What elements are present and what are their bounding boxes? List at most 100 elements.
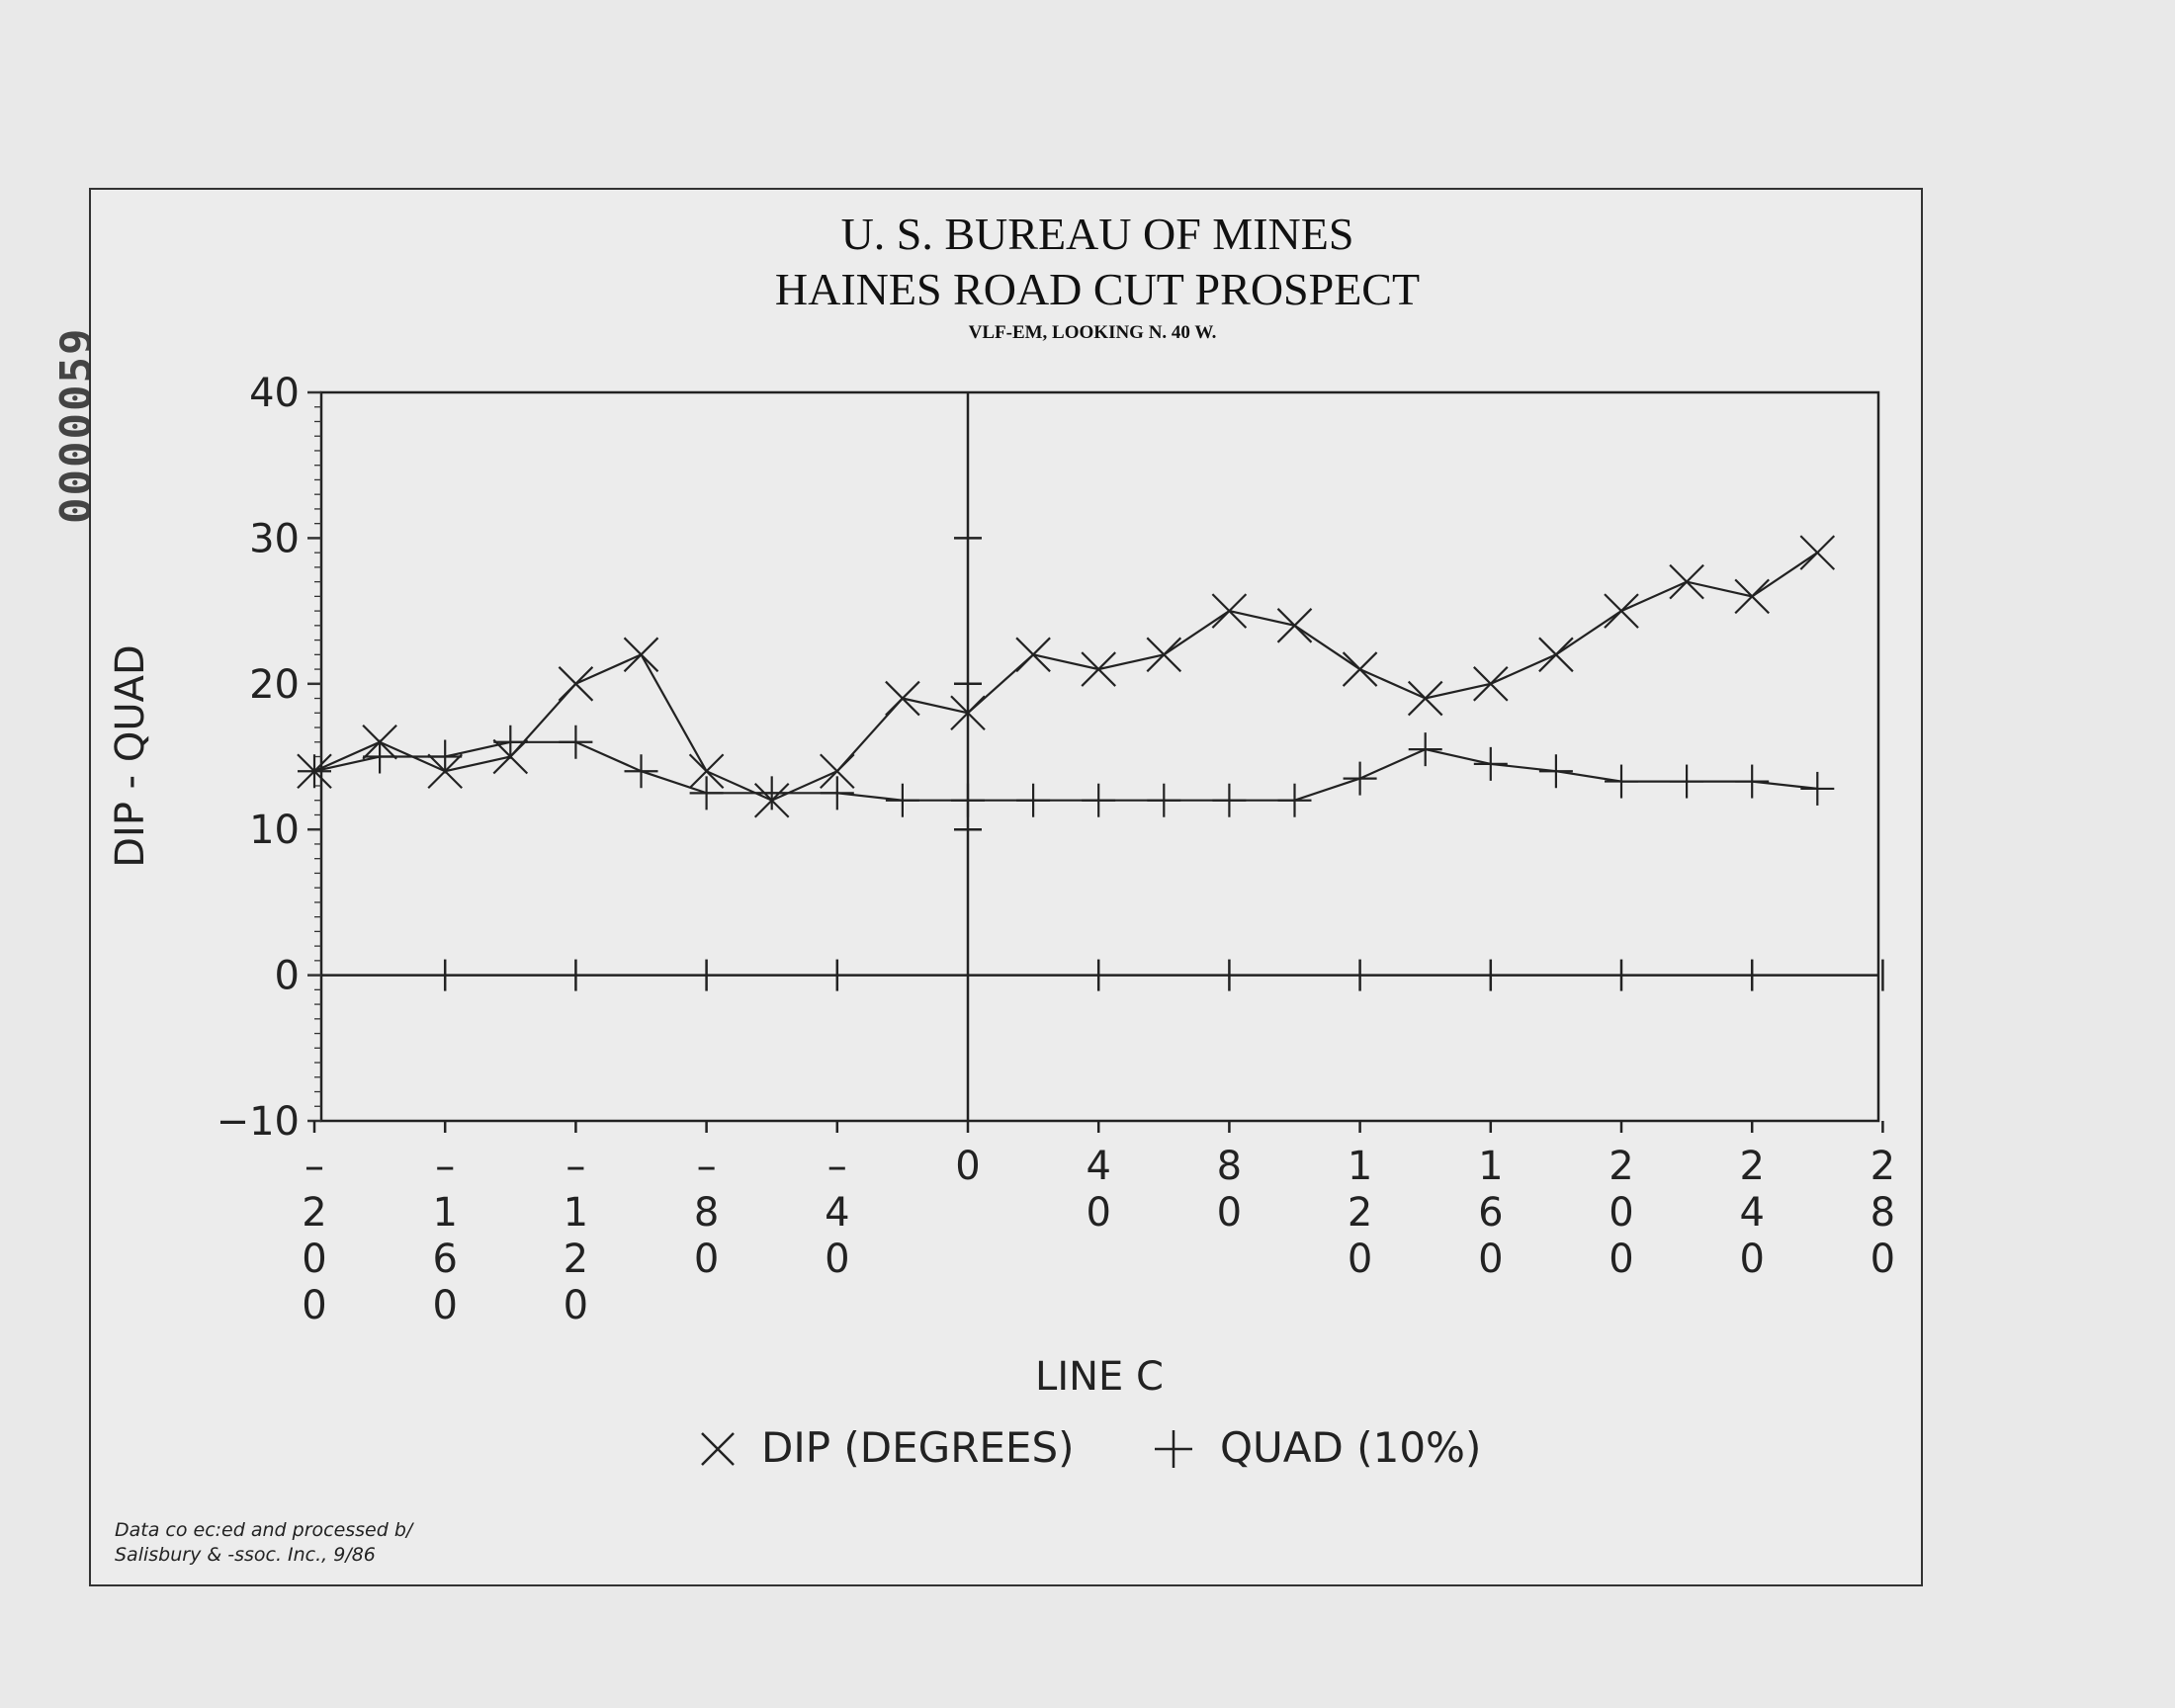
x-tick-label: 1: [1348, 1144, 1372, 1189]
x-tick-label: 0: [1086, 1190, 1110, 1236]
quad-point: [1408, 732, 1442, 767]
y-tick-label: 20: [249, 662, 300, 708]
x-tick-label: 0: [1217, 1190, 1242, 1236]
dip-point: [950, 695, 986, 731]
x-tick-label: 0: [302, 1283, 326, 1328]
chart-subtitle: HAINES ROAD CUT PROSPECT: [775, 264, 1420, 314]
dip-point: [558, 666, 594, 702]
x-tick-label: –: [304, 1144, 324, 1189]
legend-quad-label: QUAD (10%): [1220, 1423, 1481, 1472]
quad-point: [493, 725, 528, 759]
quad-point: [689, 776, 724, 811]
x-tick-label: 1: [564, 1190, 588, 1236]
quad-point: [1800, 771, 1835, 806]
x-tick-label: 0: [694, 1237, 719, 1282]
dip-series-line: [313, 552, 1818, 802]
y-tick-label: 30: [249, 516, 300, 561]
quad-point: [1212, 783, 1247, 817]
quad-point: [1538, 754, 1573, 789]
quad-point: [1670, 764, 1704, 799]
quad-point: [1082, 783, 1116, 817]
x-tick-label: 6: [432, 1237, 457, 1282]
quad-point: [1147, 783, 1181, 817]
legend-dip-marker: [701, 1432, 735, 1466]
quad-point: [885, 783, 919, 817]
x-tick-label: –: [566, 1144, 585, 1189]
x-tick-label: 6: [1478, 1190, 1503, 1236]
quad-point: [1343, 761, 1377, 796]
quad-point: [624, 754, 658, 789]
y-axis-label: DIP - QUAD: [108, 644, 153, 868]
quad-point: [363, 739, 397, 774]
y-tick-label: −10: [217, 1099, 300, 1145]
dip-point: [1015, 637, 1051, 673]
x-tick-label: 0: [302, 1237, 326, 1282]
dip-point: [1669, 563, 1704, 600]
quad-point: [428, 739, 463, 774]
credit-note: Data co ec:ed and processed b/ Salisbury…: [115, 1518, 412, 1568]
dip-point: [820, 753, 855, 790]
dip-point: [1211, 593, 1248, 629]
dip-point: [1799, 535, 1836, 570]
x-tick-label: 8: [1870, 1190, 1895, 1236]
credit-line-1: Data co ec:ed and processed b/: [115, 1519, 413, 1541]
x-tick-label: 2: [564, 1237, 588, 1282]
y-tick-label: 40: [249, 371, 300, 416]
x-tick-label: 0: [955, 1144, 980, 1189]
dip-point: [1081, 651, 1116, 687]
legend-quad-marker: [1155, 1430, 1192, 1468]
x-tick-label: 0: [1739, 1237, 1764, 1282]
dip-point: [1276, 608, 1313, 643]
x-tick-label: 1: [432, 1190, 457, 1236]
dip-point: [885, 680, 920, 717]
chart-subtitle-2: VLF-EM, LOOKING N. 40 W.: [969, 322, 1217, 343]
x-tick-label: 0: [1348, 1237, 1372, 1282]
dip-point: [1538, 637, 1574, 673]
x-tick-label: 0: [1870, 1237, 1895, 1282]
x-axis-label: LINE C: [1035, 1354, 1164, 1400]
legend-dip-label: DIP (DEGREES): [761, 1423, 1075, 1472]
x-tick-label: 0: [825, 1237, 849, 1282]
x-tick-label: 0: [564, 1283, 588, 1328]
x-tick-label: 4: [1086, 1144, 1110, 1189]
quad-point: [951, 783, 985, 817]
dip-point: [1407, 680, 1443, 717]
x-tick-label: 0: [1478, 1237, 1503, 1282]
x-tick-label: –: [697, 1144, 717, 1189]
legend: DIP (DEGREES) QUAD (10%): [701, 1423, 1481, 1472]
x-tick-label: 4: [1739, 1190, 1764, 1236]
x-tick-label: 0: [1609, 1237, 1633, 1282]
x-tick-label: –: [827, 1144, 847, 1189]
quad-point: [1605, 764, 1638, 799]
quad-point: [298, 754, 331, 789]
quad-point: [1473, 746, 1508, 781]
x-tick-label: 8: [1217, 1144, 1242, 1189]
quad-point: [559, 725, 593, 759]
x-tick-label: 1: [1478, 1144, 1503, 1189]
dip-point: [1473, 666, 1509, 702]
x-tick-label: 8: [694, 1190, 719, 1236]
quad-point: [1735, 764, 1770, 799]
x-tick-label: 2: [1609, 1144, 1633, 1189]
quad-point: [1016, 783, 1051, 817]
y-tick-label: 10: [249, 808, 300, 853]
y-tick-label: 0: [275, 954, 300, 999]
x-tick-label: 2: [1348, 1190, 1372, 1236]
quad-point: [1277, 783, 1312, 817]
y-axis: −10 0 10 20 30 40: [217, 371, 321, 1145]
chart-frame: [89, 188, 1923, 1586]
x-tick-label: 2: [1739, 1144, 1764, 1189]
quad-series-line: [313, 740, 1818, 802]
x-tick-label: 0: [432, 1283, 457, 1328]
quad-point: [754, 776, 789, 811]
dip-point: [1734, 578, 1770, 615]
x-tick-label: 2: [1870, 1144, 1895, 1189]
x-tick-label: 2: [302, 1190, 326, 1236]
dip-point: [1604, 593, 1639, 629]
dip-point: [1342, 651, 1378, 687]
x-tick-label: 0: [1609, 1190, 1633, 1236]
dip-point: [688, 753, 725, 790]
